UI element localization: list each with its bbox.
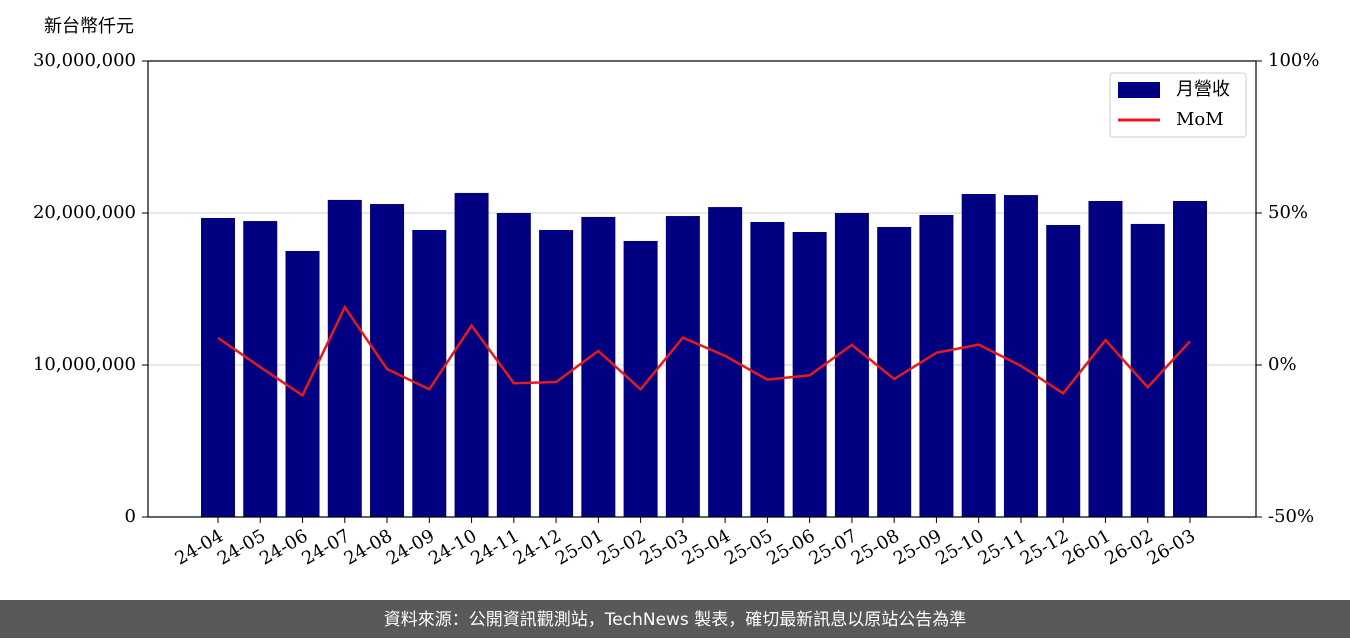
- bar: [1088, 200, 1123, 517]
- y-tick-label: 10,000,000: [33, 354, 136, 375]
- bar: [665, 216, 700, 518]
- y2-tick-label: 0%: [1268, 354, 1297, 375]
- bar: [834, 213, 869, 517]
- bar: [1130, 223, 1165, 517]
- legend-label: 月營收: [1176, 79, 1230, 100]
- y-tick-label: 20,000,000: [33, 202, 136, 223]
- footer-bar: [0, 600, 1350, 638]
- bar: [496, 213, 531, 517]
- legend-label: MoM: [1176, 109, 1224, 130]
- y2-tick-label: 100%: [1268, 50, 1319, 71]
- bar: [201, 218, 235, 518]
- y-tick-label: 30,000,000: [33, 50, 136, 71]
- bar: [327, 199, 362, 518]
- bar: [454, 192, 489, 517]
- line: [217, 304, 1191, 398]
- bar: [1046, 225, 1081, 517]
- bar: [1003, 195, 1038, 517]
- bar: [243, 221, 278, 517]
- bar: [1173, 200, 1207, 517]
- bar: [370, 204, 405, 518]
- bar: [919, 214, 954, 517]
- y-axis-label: 新台幣仟元: [44, 16, 134, 37]
- bar: [961, 194, 996, 517]
- bar: [581, 216, 616, 517]
- plot-frame: [147, 60, 1257, 518]
- legend-swatch: [1118, 82, 1160, 98]
- y2-tick-label: 50%: [1268, 202, 1308, 223]
- y2-tick-label: -50%: [1268, 506, 1314, 527]
- bar: [285, 251, 320, 517]
- footer-text: 資料來源：公開資訊觀測站，TechNews 製表，確切最新訊息以原站公告為準: [384, 610, 966, 630]
- y-tick-label: 0: [125, 506, 136, 527]
- x-tick-label: 26-03: [1144, 525, 1199, 569]
- bar: [750, 221, 785, 517]
